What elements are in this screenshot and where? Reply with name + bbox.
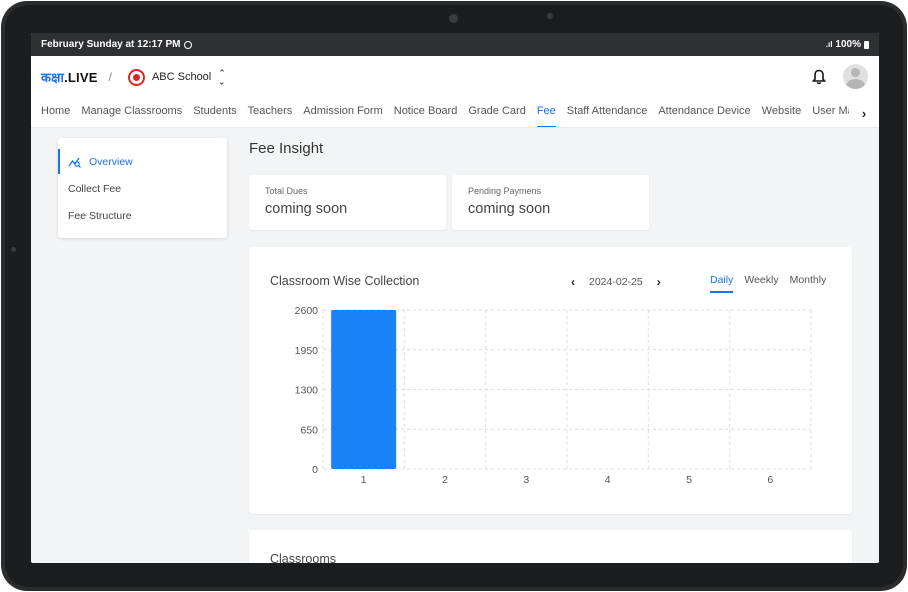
stat-value: coming soon: [468, 201, 551, 217]
chart-title: Classroom Wise Collection: [270, 274, 420, 288]
y-tick-label: 1950: [295, 345, 319, 357]
nav-item-staff-attendance[interactable]: Staff Attendance: [566, 105, 648, 117]
screen: February Sunday at 12:17 PM .ıl 100% कक्…: [31, 33, 879, 563]
stat-card-total-dues: Total Dues coming soon: [249, 175, 446, 230]
battery-icon: [864, 40, 869, 49]
main-nav: Home Manage Classrooms Students Teachers…: [31, 98, 879, 128]
y-tick-label: 0: [312, 464, 318, 476]
chevron-right-icon[interactable]: ›: [849, 98, 879, 127]
sidebar-item-label: Overview: [89, 155, 133, 168]
breadcrumb-separator: /: [108, 70, 112, 84]
status-bar: February Sunday at 12:17 PM .ıl 100%: [31, 33, 879, 56]
x-tick-label: 2: [442, 474, 448, 486]
signal-icon: .ıl: [825, 40, 833, 49]
x-tick-label: 4: [605, 474, 611, 486]
tab-monthly[interactable]: Monthly: [789, 274, 827, 286]
notification-icon: [183, 40, 192, 49]
y-tick-label: 2600: [295, 305, 319, 317]
y-tick-label: 1300: [295, 385, 319, 397]
tab-daily[interactable]: Daily: [710, 274, 734, 293]
sidebar-item-overview[interactable]: Overview: [58, 148, 227, 175]
nav-item-fee[interactable]: Fee: [536, 98, 556, 127]
sidebar-item-label: Fee Structure: [68, 209, 132, 222]
classrooms-title: Classrooms: [270, 552, 336, 563]
nav-item-manage-classrooms[interactable]: Manage Classrooms: [81, 105, 183, 117]
y-tick-label: 650: [300, 424, 318, 436]
avatar[interactable]: [843, 64, 868, 89]
nav-item-students[interactable]: Students: [193, 105, 237, 117]
period-tabs: Daily Weekly Monthly: [710, 274, 837, 293]
top-bar: कक्षा.LIVE / ABC School ⌃ ⌃: [31, 56, 879, 98]
nav-item-grade-card[interactable]: Grade Card: [468, 105, 526, 117]
x-tick-label: 3: [523, 474, 529, 486]
sidebar-item-collect-fee[interactable]: Collect Fee: [58, 175, 227, 202]
chevron-right-icon[interactable]: ›: [656, 275, 661, 289]
stat-label: Pending Paymens: [468, 186, 542, 196]
battery-level: 100%: [835, 39, 861, 50]
bell-icon[interactable]: [812, 69, 826, 85]
chart-card: Classroom Wise Collection ‹ 2024-02-25 ›…: [249, 247, 852, 514]
school-logo: [127, 68, 145, 86]
front-camera: [449, 14, 458, 23]
sensor: [547, 13, 553, 19]
classrooms-card: Classrooms: [249, 530, 852, 563]
date-label: 2024-02-25: [589, 276, 643, 288]
stat-label: Total Dues: [265, 186, 308, 196]
brand-logo[interactable]: कक्षा.LIVE: [41, 70, 98, 85]
status-datetime: February Sunday at 12:17 PM: [41, 39, 181, 50]
tab-weekly[interactable]: Weekly: [744, 274, 779, 286]
nav-item-teachers[interactable]: Teachers: [247, 105, 293, 117]
school-name[interactable]: ABC School: [151, 71, 212, 83]
nav-item-notice-board[interactable]: Notice Board: [393, 105, 458, 117]
date-navigator: ‹ 2024-02-25 ›: [571, 275, 661, 289]
stat-card-pending-payments: Pending Paymens coming soon: [452, 175, 649, 230]
x-tick-label: 5: [686, 474, 692, 486]
sidebar-item-fee-structure[interactable]: Fee Structure: [58, 202, 227, 229]
stat-value: coming soon: [265, 201, 348, 217]
analytics-icon: [68, 157, 81, 168]
nav-item-website[interactable]: Website: [761, 105, 802, 117]
chart-bar: [331, 310, 397, 469]
chevron-left-icon[interactable]: ‹: [571, 275, 575, 289]
school-switcher-icon[interactable]: ⌃ ⌃: [218, 68, 226, 87]
nav-item-admission-form[interactable]: Admission Form: [303, 105, 383, 117]
page-title: Fee Insight: [249, 140, 324, 157]
nav-item-home[interactable]: Home: [41, 105, 71, 117]
nav-item-attendance-device[interactable]: Attendance Device: [658, 105, 751, 117]
side-sensor: [11, 247, 16, 252]
x-tick-label: 6: [767, 474, 773, 486]
x-tick-label: 1: [361, 474, 367, 486]
collection-bar-chart: 0 650 1300 1950 2600 1 2 3 4 5 6: [295, 305, 812, 486]
sidebar-item-label: Collect Fee: [68, 182, 122, 195]
fee-sidebar: Overview Collect Fee Fee Structure: [58, 138, 227, 238]
